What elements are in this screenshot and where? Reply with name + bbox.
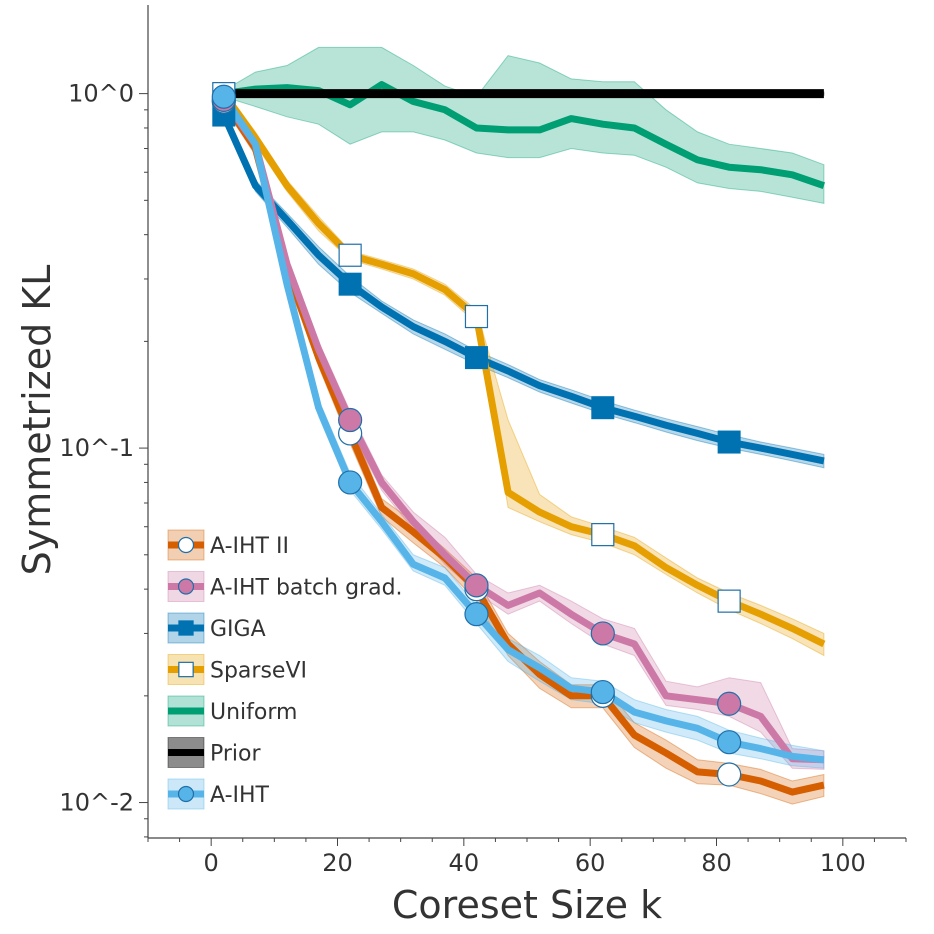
marker-giga — [717, 430, 741, 454]
legend-swatch-marker — [177, 536, 195, 554]
legend-item-prior: Prior — [167, 737, 261, 768]
line-a-iht — [220, 94, 825, 764]
y-axis: 10^0 10^-1 10^-2 — [59, 80, 148, 838]
marker-a-iht-batch-grad — [338, 407, 363, 433]
x-tick-label: 0 — [204, 849, 219, 877]
marker-a-iht-batch-grad — [464, 573, 489, 598]
marker-a-iht — [338, 470, 363, 495]
legend-label: Uniform — [210, 700, 297, 725]
band-uniform — [223, 46, 825, 205]
x-axis-label: Coreset Size k — [392, 883, 662, 927]
x-tick-label: 40 — [449, 849, 480, 877]
legend-label: Prior — [210, 742, 261, 767]
marker-sparsevi — [338, 243, 362, 267]
band-a-iht-batch-grad — [223, 93, 825, 770]
band-giga — [223, 109, 825, 469]
legend-swatch-marker — [178, 661, 194, 678]
y-tick-label: 10^0 — [68, 80, 134, 108]
band-sparsevi — [223, 87, 825, 657]
marker-a-iht — [590, 679, 615, 705]
marker-a-iht-batch-grad — [590, 621, 615, 646]
marker-sparsevi — [591, 523, 615, 547]
x-tick-label: 20 — [322, 849, 353, 877]
legend-item-a-iht: A-IHT — [167, 778, 270, 810]
y-axis-label: Symmetrized KL — [15, 265, 59, 576]
marker-a-iht-batch-grad — [717, 691, 742, 716]
y-tick-label: 10^-1 — [59, 434, 134, 462]
marker-sparsevi — [464, 304, 489, 329]
marker-sparsevi — [717, 589, 741, 613]
legend-item-sparsevi: SparseVI — [167, 654, 307, 685]
legend-item-uniform: Uniform — [167, 695, 297, 727]
legend-item-a-iht-ii: A-IHT II — [167, 529, 289, 561]
marker-a-iht — [717, 730, 742, 755]
x-tick-label: 80 — [701, 849, 732, 877]
legend-label: A-IHT — [210, 783, 270, 808]
band-a-iht — [223, 90, 825, 769]
legend-label: GIGA — [210, 617, 266, 642]
y-tick-label: 10^-2 — [59, 789, 134, 817]
legend-item-giga: GIGA — [167, 612, 266, 644]
legend-label: A-IHT II — [210, 534, 289, 559]
x-axis: 0 20 40 60 80 100 — [147, 838, 907, 877]
marker-a-iht — [211, 84, 236, 109]
legend: A-IHT II A-IHT batch grad. GIGA SparseVI Uni… — [167, 529, 403, 810]
series-markers — [211, 82, 742, 787]
legend-swatch-marker — [177, 785, 195, 803]
marker-giga — [464, 346, 488, 370]
legend-label: A-IHT batch grad. — [210, 576, 403, 601]
marker-a-iht — [464, 602, 489, 627]
legend-label: SparseVI — [210, 659, 307, 684]
legend-swatch-marker — [177, 578, 195, 595]
marker-a-iht-ii — [717, 762, 742, 787]
marker-giga — [338, 272, 362, 296]
x-tick-label: 60 — [575, 849, 606, 877]
x-tick-label: 100 — [820, 849, 866, 877]
confidence-bands — [223, 46, 825, 805]
legend-swatch-marker — [178, 620, 194, 636]
legend-item-a-iht-batch-grad: A-IHT batch grad. — [167, 571, 403, 602]
marker-giga — [591, 396, 615, 420]
